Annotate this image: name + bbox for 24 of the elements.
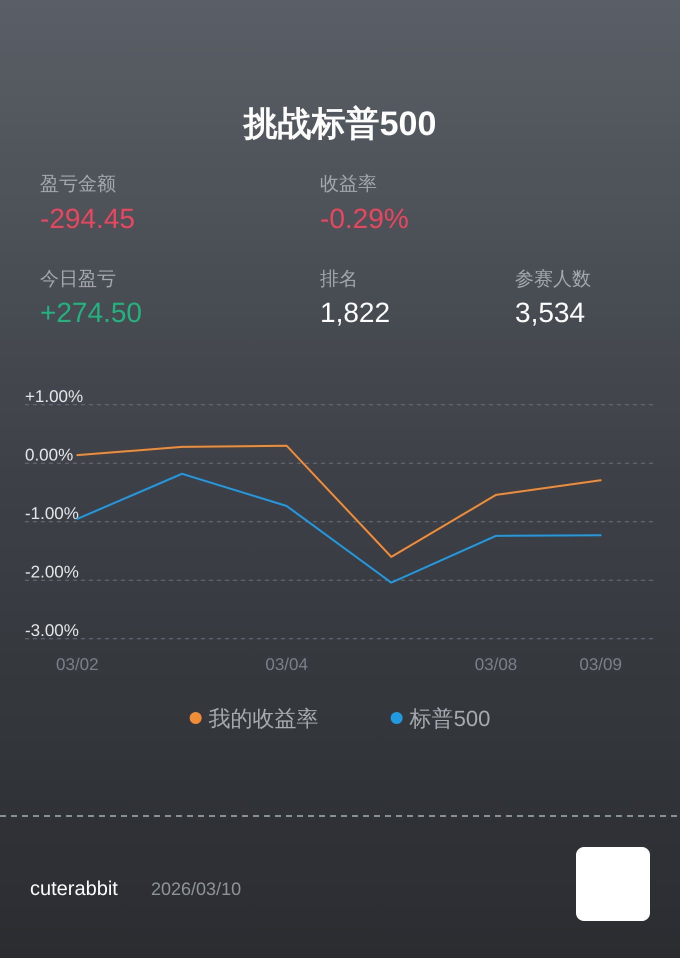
ytick: 0.00% [25, 445, 74, 464]
xtick: 03/04 [265, 655, 308, 674]
ytick: -1.00% [25, 504, 79, 523]
annotation: +274.50 [40, 297, 142, 328]
annotation: 排名 [320, 269, 358, 290]
annotation: 1,822 [320, 297, 390, 328]
ytick: -2.00% [25, 562, 79, 582]
annotation: 2026/03/10 [151, 879, 242, 899]
title: 挑战标普500 [244, 105, 436, 143]
annotation: cuterabbit [30, 878, 118, 900]
annotation: 参赛人数 [515, 269, 591, 290]
xtick: 03/02 [56, 655, 99, 674]
annotation: 今日盈亏 [40, 269, 116, 290]
xtick: 03/09 [579, 655, 622, 674]
xtick: 03/08 [474, 655, 518, 674]
ytick: +1.00% [25, 386, 84, 406]
annotation: 3,534 [515, 297, 586, 328]
annotation: 收益率 [320, 174, 377, 195]
annotation: -294.45 [40, 203, 135, 234]
annotation: 盈亏金额 [40, 174, 116, 195]
legend-label: 标普500 [410, 706, 490, 731]
ytick: -3.00% [25, 620, 79, 640]
legend-label: 我的收益率 [208, 706, 319, 731]
annotation: -0.29% [320, 203, 409, 234]
